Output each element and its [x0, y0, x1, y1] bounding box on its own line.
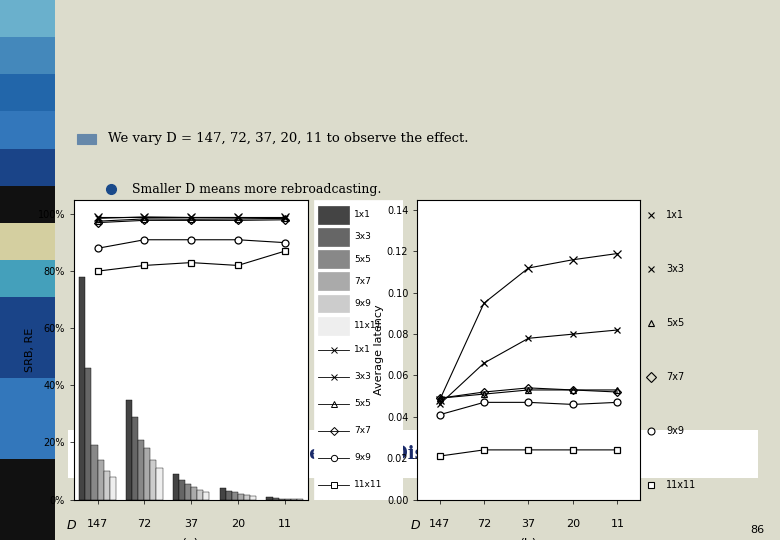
Text: D: D	[410, 519, 420, 532]
Bar	[126, 400, 132, 500]
Bar	[80, 277, 85, 500]
Bar	[267, 497, 272, 500]
Text: 72: 72	[137, 519, 151, 529]
Text: (a): (a)	[183, 538, 200, 540]
Bar	[0, 111, 55, 148]
Text: 7x7: 7x7	[354, 426, 370, 435]
Bar	[204, 492, 209, 500]
Text: (b): (b)	[519, 538, 537, 540]
Bar	[0, 0, 55, 37]
Text: 5x5: 5x5	[354, 255, 370, 264]
Text: 11: 11	[278, 519, 292, 529]
Text: 3x3: 3x3	[666, 264, 684, 274]
Text: 1x1: 1x1	[354, 345, 370, 354]
Text: 147: 147	[87, 519, 108, 529]
Bar	[318, 228, 349, 246]
Text: 9x9: 9x9	[354, 299, 370, 308]
Y-axis label: Average latency: Average latency	[374, 305, 384, 395]
Bar	[138, 440, 144, 500]
Bar	[0, 297, 55, 378]
Text: 1x1: 1x1	[354, 210, 370, 219]
Bar	[179, 480, 185, 500]
Bar	[0, 37, 55, 74]
Bar	[318, 316, 349, 335]
Bar	[91, 446, 98, 500]
Bar	[225, 491, 232, 500]
Text: 1x1: 1x1	[666, 210, 684, 220]
Text: 20: 20	[231, 519, 245, 529]
Text: 3x3: 3x3	[354, 232, 370, 241]
Bar	[132, 417, 138, 500]
Y-axis label: SRB, RE: SRB, RE	[25, 328, 35, 372]
Bar	[220, 488, 225, 500]
Text: 37: 37	[184, 519, 198, 529]
Bar	[0, 148, 55, 186]
Bar	[244, 495, 250, 500]
Text: 11x11: 11x11	[354, 480, 382, 489]
Bar	[98, 460, 104, 500]
Text: 5x5: 5x5	[666, 318, 685, 328]
Text: 9x9: 9x9	[666, 426, 684, 436]
Bar	[0, 459, 55, 540]
Bar	[318, 206, 349, 224]
Bar	[173, 474, 179, 500]
Bar	[318, 250, 349, 268]
Bar	[0, 186, 55, 223]
Text: 11x11: 11x11	[666, 480, 697, 490]
Text: 37: 37	[521, 519, 536, 529]
Text: 7x7: 7x7	[354, 277, 370, 286]
Text: 20: 20	[566, 519, 580, 529]
Bar	[232, 492, 238, 500]
Text: Smaller D means more rebroadcasting.: Smaller D means more rebroadcasting.	[132, 183, 381, 195]
Text: 9x9: 9x9	[354, 453, 370, 462]
Text: 3x3: 3x3	[354, 372, 370, 381]
Bar	[104, 471, 110, 500]
Bar	[157, 468, 162, 500]
Text: 72: 72	[477, 519, 491, 529]
Text: 147: 147	[429, 519, 450, 529]
Text: We vary D = 147, 72, 37, 20, 11 to observe the effect.: We vary D = 147, 72, 37, 20, 11 to obser…	[108, 132, 469, 145]
Text: Performance of the Distance-Based Scheme: Performance of the Distance-Based Scheme	[191, 445, 635, 463]
Bar	[144, 448, 151, 500]
Bar	[197, 489, 204, 500]
Bar	[185, 484, 191, 500]
Bar	[110, 477, 115, 500]
Bar	[0, 378, 55, 459]
Bar	[151, 460, 157, 500]
Bar	[85, 368, 91, 500]
Bar	[272, 498, 278, 500]
Text: 7x7: 7x7	[666, 372, 685, 382]
Text: D: D	[67, 519, 76, 532]
Bar	[0, 223, 55, 260]
Text: 11: 11	[611, 519, 624, 529]
Bar	[285, 499, 291, 500]
Bar	[318, 294, 349, 313]
Bar	[0, 260, 55, 297]
Bar	[191, 487, 197, 500]
Bar	[250, 496, 256, 500]
Bar	[238, 494, 244, 500]
Bar	[77, 134, 96, 144]
Bar	[278, 498, 285, 500]
Text: 11x11: 11x11	[354, 321, 382, 330]
Bar	[0, 74, 55, 111]
Text: 5x5: 5x5	[354, 399, 370, 408]
Bar	[318, 272, 349, 291]
Text: 86: 86	[750, 524, 764, 535]
